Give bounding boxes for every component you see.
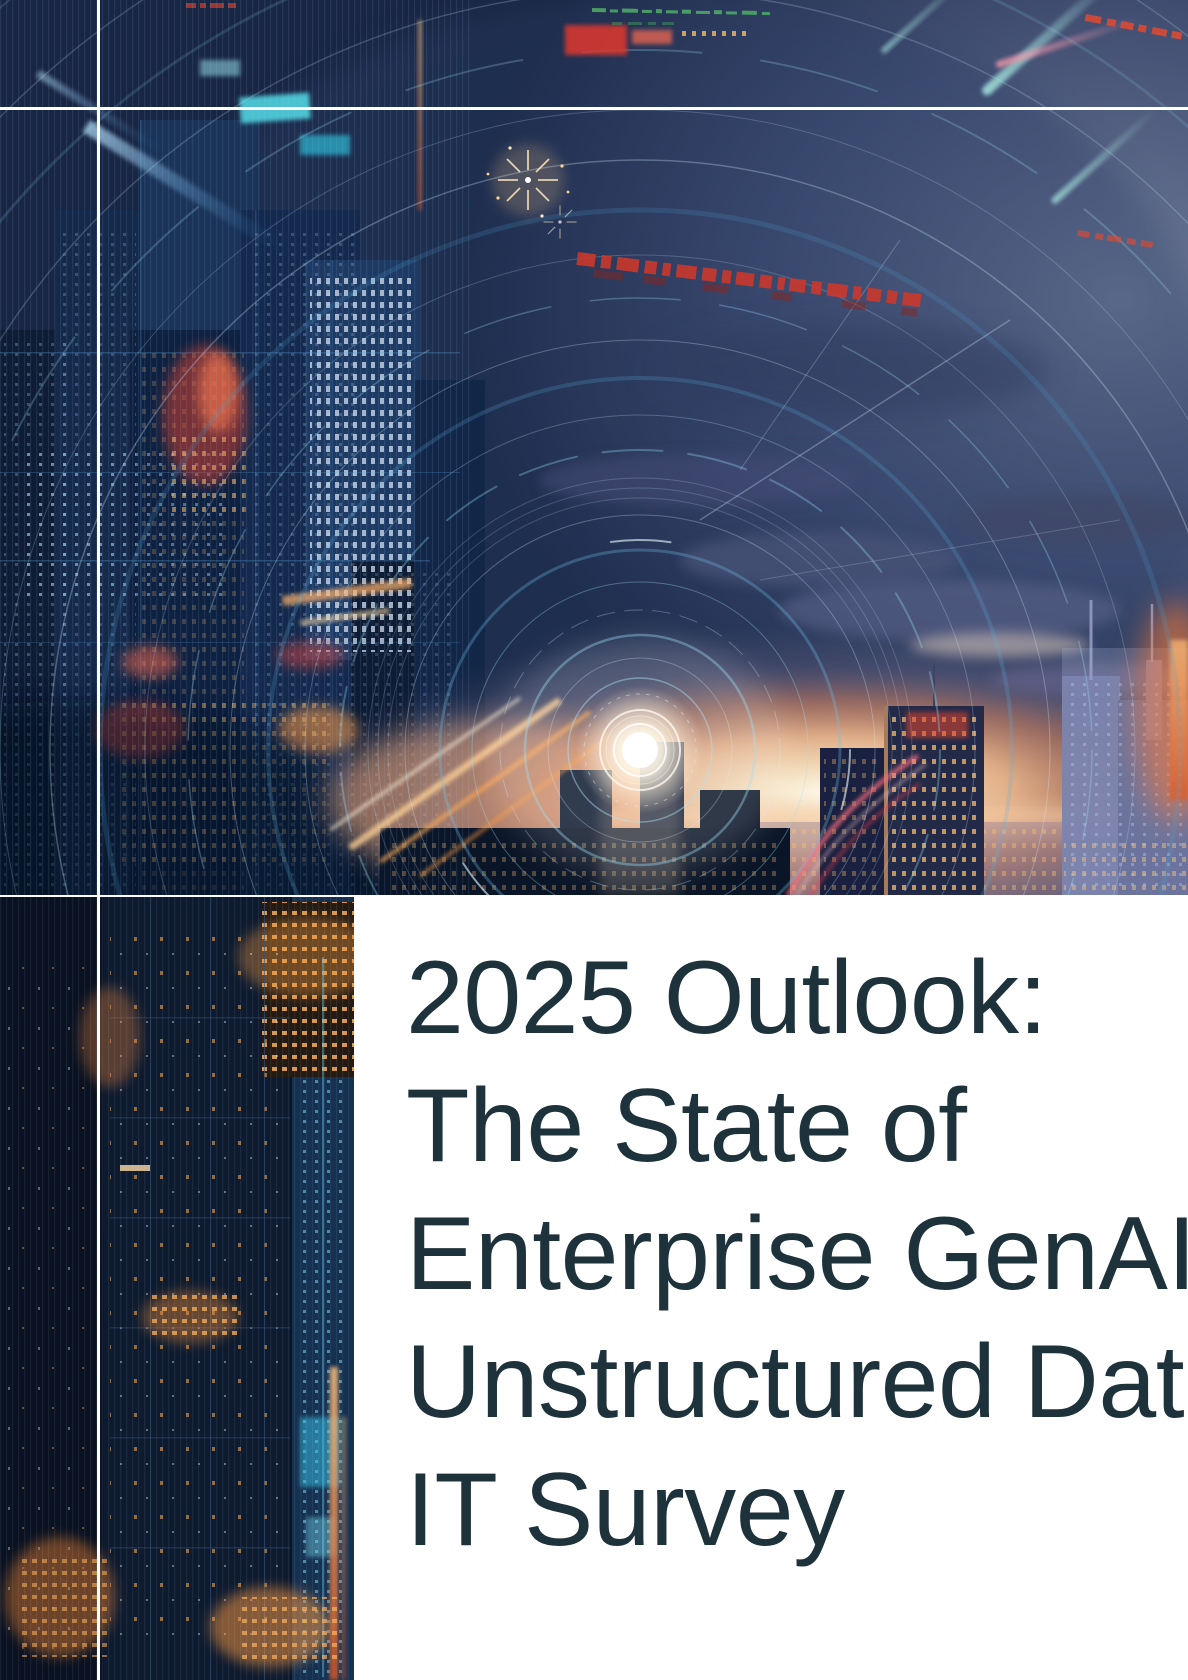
grid-line-vertical — [97, 0, 100, 1680]
right-skyline — [820, 600, 1188, 895]
red-glitch-text-artifact — [576, 252, 922, 317]
fireworks-burst — [486, 144, 577, 239]
title-line: Unstructured Data — [406, 1324, 1188, 1440]
grid-line-horizontal — [0, 107, 1188, 110]
title-line: The State of — [406, 1068, 967, 1184]
title-line: IT Survey — [406, 1452, 845, 1568]
hud-spokes — [699, 0, 1158, 581]
title-line: 2025 Outlook: — [406, 940, 1048, 1056]
corner-glitch-marks — [186, 3, 1183, 248]
report-title: 2025 Outlook: The State of Enterprise Ge… — [406, 934, 1188, 1574]
title-panel: 2025 Outlook: The State of Enterprise Ge… — [354, 895, 1188, 1680]
title-line: Enterprise GenAI — [406, 1196, 1188, 1312]
cover-left-strip-image — [0, 897, 354, 1680]
hero-artwork — [0, 0, 1188, 895]
glowing-core — [490, 635, 790, 875]
clouds — [540, 324, 1188, 696]
strip-artwork — [0, 897, 354, 1680]
green-glitch-text-artifact — [591, 8, 770, 25]
pink-light-trails — [785, 753, 927, 895]
scanline-texture — [0, 0, 470, 895]
red-neon-sign — [565, 25, 750, 55]
cover-hero-image — [0, 0, 1188, 895]
